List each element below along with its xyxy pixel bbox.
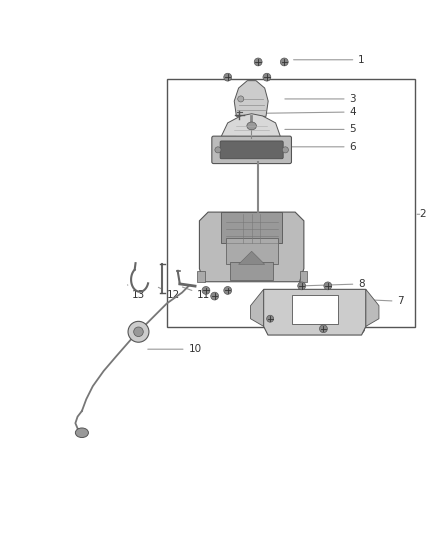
Circle shape <box>128 321 149 342</box>
Polygon shape <box>366 289 379 326</box>
Bar <box>221 212 282 243</box>
Circle shape <box>263 73 271 81</box>
Circle shape <box>202 287 210 294</box>
Polygon shape <box>234 80 268 116</box>
Bar <box>300 271 307 282</box>
Polygon shape <box>199 212 304 282</box>
Text: 5: 5 <box>285 124 356 134</box>
Text: 11: 11 <box>183 287 211 300</box>
Circle shape <box>215 147 221 153</box>
Text: 12: 12 <box>159 287 180 300</box>
Bar <box>226 238 278 264</box>
Text: 3: 3 <box>285 94 356 104</box>
Bar <box>167 79 415 327</box>
Bar <box>197 271 205 282</box>
Bar <box>230 262 273 279</box>
Text: 10: 10 <box>148 344 201 354</box>
Ellipse shape <box>247 122 256 130</box>
Text: 7: 7 <box>357 296 404 306</box>
Text: 13: 13 <box>127 285 145 300</box>
Circle shape <box>238 96 244 102</box>
Text: 6: 6 <box>285 142 356 152</box>
Circle shape <box>320 325 327 333</box>
Circle shape <box>211 292 219 300</box>
Text: 9: 9 <box>313 325 365 335</box>
Circle shape <box>267 315 274 322</box>
Circle shape <box>324 282 332 290</box>
Bar <box>292 295 338 325</box>
Polygon shape <box>219 114 281 143</box>
Text: 2: 2 <box>417 209 426 219</box>
FancyBboxPatch shape <box>220 141 283 159</box>
Circle shape <box>298 282 306 290</box>
Circle shape <box>224 287 232 294</box>
Polygon shape <box>239 251 265 264</box>
Text: 1: 1 <box>293 55 365 65</box>
Polygon shape <box>264 289 366 335</box>
Ellipse shape <box>75 428 88 438</box>
Circle shape <box>280 58 288 66</box>
Circle shape <box>134 327 143 336</box>
Text: 8: 8 <box>298 279 365 289</box>
Circle shape <box>254 58 262 66</box>
Polygon shape <box>251 289 264 326</box>
Text: 4: 4 <box>263 107 356 117</box>
FancyBboxPatch shape <box>212 136 291 164</box>
Circle shape <box>224 73 232 81</box>
Circle shape <box>283 147 288 153</box>
